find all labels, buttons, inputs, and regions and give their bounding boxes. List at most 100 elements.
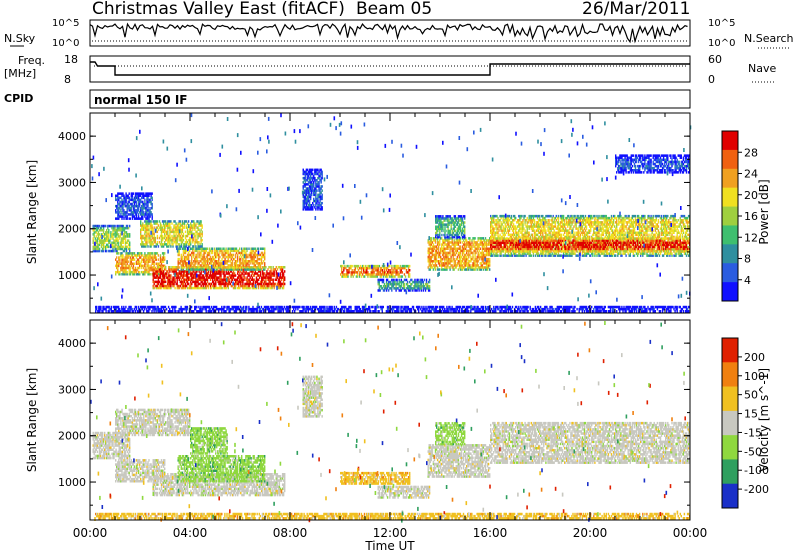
- data-cell: [505, 231, 507, 234]
- data-cell: [456, 257, 459, 261]
- data-cell: [270, 278, 272, 281]
- data-cell: [215, 264, 217, 267]
- data-cell: [472, 268, 474, 271]
- data-cell: [145, 238, 147, 242]
- data-cell: [492, 221, 494, 224]
- data-cell: [184, 220, 187, 223]
- data-cell: [180, 278, 183, 281]
- data-cell: [368, 266, 370, 270]
- data-cell: [153, 232, 155, 236]
- data-cell: [405, 271, 408, 274]
- data-cell: [253, 274, 256, 277]
- data-cell: [120, 224, 122, 228]
- data-cell: [357, 269, 360, 272]
- data-cell: [146, 196, 148, 200]
- data-cell: [173, 226, 175, 229]
- data-cell: [253, 257, 255, 261]
- nsky-tick-high: 10^5: [52, 18, 79, 29]
- data-cell: [241, 272, 243, 275]
- data-cell: [184, 262, 187, 265]
- data-cell: [268, 282, 270, 286]
- data-cell: [457, 235, 460, 239]
- data-cell: [520, 221, 522, 224]
- data-cell: [427, 249, 429, 253]
- data-cell: [406, 287, 409, 290]
- data-cell: [254, 266, 256, 269]
- data-cell: [147, 222, 149, 225]
- data-cell: [260, 257, 263, 261]
- data-cell: [199, 245, 201, 248]
- data-cell: [206, 264, 209, 267]
- data-cell: [135, 192, 138, 195]
- data-cell: [106, 239, 108, 242]
- data-cell: [421, 285, 423, 288]
- data-cell: [262, 278, 264, 281]
- data-cell: [378, 282, 380, 286]
- data-cell: [121, 202, 123, 206]
- data-cell: [230, 262, 232, 265]
- data-cell: [107, 224, 109, 228]
- data-cell: [185, 268, 188, 271]
- freq-tick-high: 18: [64, 53, 78, 66]
- data-cell: [135, 256, 138, 259]
- data-cell: [180, 255, 182, 259]
- data-cell: [181, 247, 184, 250]
- data-cell: [153, 262, 155, 265]
- data-cell: [492, 248, 494, 251]
- data-cell: [131, 273, 134, 276]
- data-cell: [380, 278, 382, 282]
- data-cell: [136, 252, 139, 255]
- data-cell: [186, 226, 189, 229]
- data-cell: [383, 285, 386, 288]
- data-cell: [247, 280, 249, 284]
- data-cell: [115, 231, 117, 234]
- data-cell: [449, 253, 451, 257]
- data-cell: [228, 282, 231, 286]
- data-cell: [389, 271, 391, 274]
- data-cell: [466, 243, 468, 246]
- data-cell: [183, 249, 186, 253]
- data-cell: [146, 202, 148, 206]
- data-cell: [214, 286, 216, 290]
- data-cell: [350, 273, 352, 276]
- data-cell: [430, 266, 432, 269]
- data-cell: [141, 252, 143, 255]
- data-cell: [490, 229, 492, 232]
- data-cell: [464, 241, 466, 244]
- data-cell: [133, 273, 136, 276]
- data-cell: [264, 272, 266, 275]
- data-cell: [405, 269, 408, 272]
- data-cell: [111, 226, 113, 230]
- data-cell: [226, 272, 228, 275]
- data-cell: [430, 251, 432, 255]
- data-cell: [161, 274, 164, 277]
- data-cell: [282, 276, 285, 279]
- data-cell: [161, 220, 164, 223]
- data-cell: [248, 280, 250, 284]
- data-cell: [209, 282, 212, 286]
- data-cell: [388, 269, 390, 272]
- data-cell: [144, 254, 146, 257]
- data-cell: [516, 254, 518, 257]
- data-cell: [117, 202, 119, 206]
- data-cell: [208, 249, 211, 253]
- data-cell: [177, 266, 179, 269]
- data-cell: [377, 282, 379, 286]
- data-cell: [150, 252, 152, 255]
- data-cell: [260, 247, 263, 250]
- data-cell: [232, 276, 235, 279]
- data-cell: [167, 226, 169, 229]
- data-cell: [400, 282, 402, 286]
- data-cell: [96, 247, 99, 251]
- data-cell: [150, 192, 152, 195]
- data-cell: [230, 268, 232, 271]
- data-cell: [131, 204, 134, 208]
- data-cell: [116, 226, 118, 230]
- data-cell: [278, 276, 281, 279]
- data-cell: [129, 233, 131, 236]
- data-cell: [252, 284, 255, 288]
- data-cell: [149, 243, 151, 246]
- data-cell: [139, 202, 141, 206]
- data-cell: [272, 272, 274, 275]
- data-cell: [169, 230, 171, 234]
